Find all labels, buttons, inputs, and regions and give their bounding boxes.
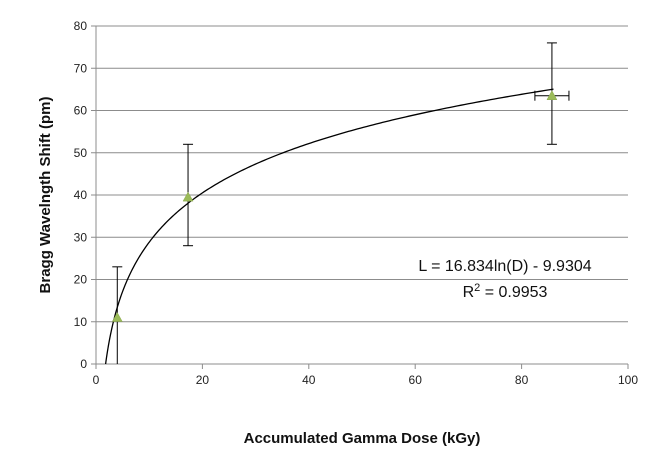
x-tick-label-0: 0 <box>93 373 100 387</box>
r-squared-label: R2 = 0.9953 <box>463 282 548 301</box>
data-point-1 <box>182 191 194 202</box>
y-tick-label-10: 10 <box>74 315 88 329</box>
y-tick-label-30: 30 <box>74 230 88 244</box>
x-tick-labels: 0 20 40 60 80 100 <box>93 373 639 387</box>
data-point-2 <box>546 90 558 100</box>
x-axis-title: Accumulated Gamma Dose (kGy) <box>244 430 481 447</box>
r2-value: = 0.9953 <box>480 284 547 301</box>
y-tick-labels: 0 10 20 30 40 50 60 70 80 <box>74 19 88 371</box>
y-tick-label-80: 80 <box>74 19 88 33</box>
r2-r: R <box>463 284 475 301</box>
x-tick-label-80: 80 <box>515 373 529 387</box>
y-tick-label-50: 50 <box>74 146 88 160</box>
data-point-0 <box>111 312 123 322</box>
x-tick-label-20: 20 <box>196 373 210 387</box>
axes <box>91 25 629 369</box>
x-tick-label-60: 60 <box>409 373 423 387</box>
data-points <box>111 90 558 322</box>
r2-superscript: 2 <box>474 282 480 294</box>
y-tick-label-70: 70 <box>74 61 88 75</box>
y-tick-label-0: 0 <box>80 357 87 371</box>
trendline <box>104 88 554 365</box>
x-tick-label-40: 40 <box>302 373 316 387</box>
y-tick-label-60: 60 <box>74 104 88 118</box>
grid-lines <box>96 25 628 323</box>
trendline-equation: L = 16.834ln(D) - 9.9304 <box>418 258 591 275</box>
y-axis-title: Bragg Wavelngth Shift (pm) <box>37 97 54 294</box>
y-tick-label-20: 20 <box>74 273 88 287</box>
y-tick-label-40: 40 <box>74 188 88 202</box>
x-tick-label-100: 100 <box>618 373 638 387</box>
